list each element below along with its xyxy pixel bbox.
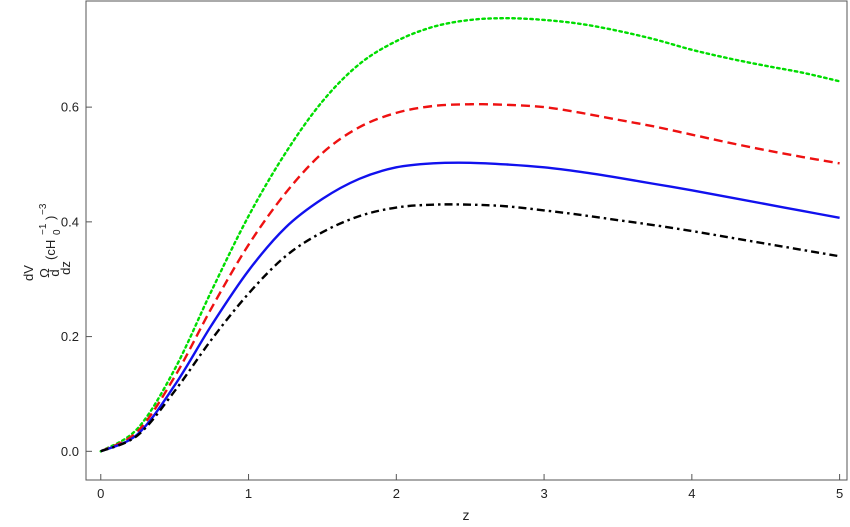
ticks-layer bbox=[86, 106, 841, 480]
plot-frame bbox=[85, 0, 848, 481]
series-line-3 bbox=[100, 203, 840, 453]
x-tick-label-1: 1 bbox=[245, 486, 252, 501]
y-label-frac-top: dV bbox=[21, 265, 36, 281]
y-label-sup: −1 bbox=[38, 223, 49, 235]
y-label-omega: Ω bbox=[37, 268, 52, 278]
y-label-frac-bottom: dz bbox=[58, 261, 73, 275]
y-label-sub: 0 bbox=[52, 229, 63, 235]
x-axis-title: z bbox=[463, 507, 470, 523]
series-layer bbox=[99, 17, 841, 453]
x-tick-label-0: 0 bbox=[97, 486, 104, 501]
y-tick-label-1: 0.2 bbox=[61, 329, 79, 344]
y-tick-label-3: 0.6 bbox=[61, 100, 79, 115]
series-line-2 bbox=[100, 161, 840, 453]
tick-labels-layer: 0 1 2 3 4 5 0.0 0.2 0.4 0.6 bbox=[61, 100, 843, 501]
y-label-paren-open: (cH bbox=[43, 240, 58, 260]
y-axis-title: dV Ω d dz (cH 0 −1 ) −3 bbox=[21, 203, 73, 281]
series-line-0 bbox=[99, 17, 841, 453]
y-label-exp: −3 bbox=[38, 203, 49, 215]
x-tick-label-3: 3 bbox=[540, 486, 547, 501]
y-tick-label-2: 0.4 bbox=[61, 214, 79, 229]
y-label-d: d bbox=[47, 269, 62, 276]
y-label-paren-close: ) bbox=[43, 216, 58, 220]
x-tick-label-2: 2 bbox=[393, 486, 400, 501]
x-tick-label-4: 4 bbox=[688, 486, 695, 501]
x-tick-label-5: 5 bbox=[836, 486, 843, 501]
series-line-1 bbox=[100, 103, 840, 453]
y-tick-label-0: 0.0 bbox=[61, 444, 79, 459]
